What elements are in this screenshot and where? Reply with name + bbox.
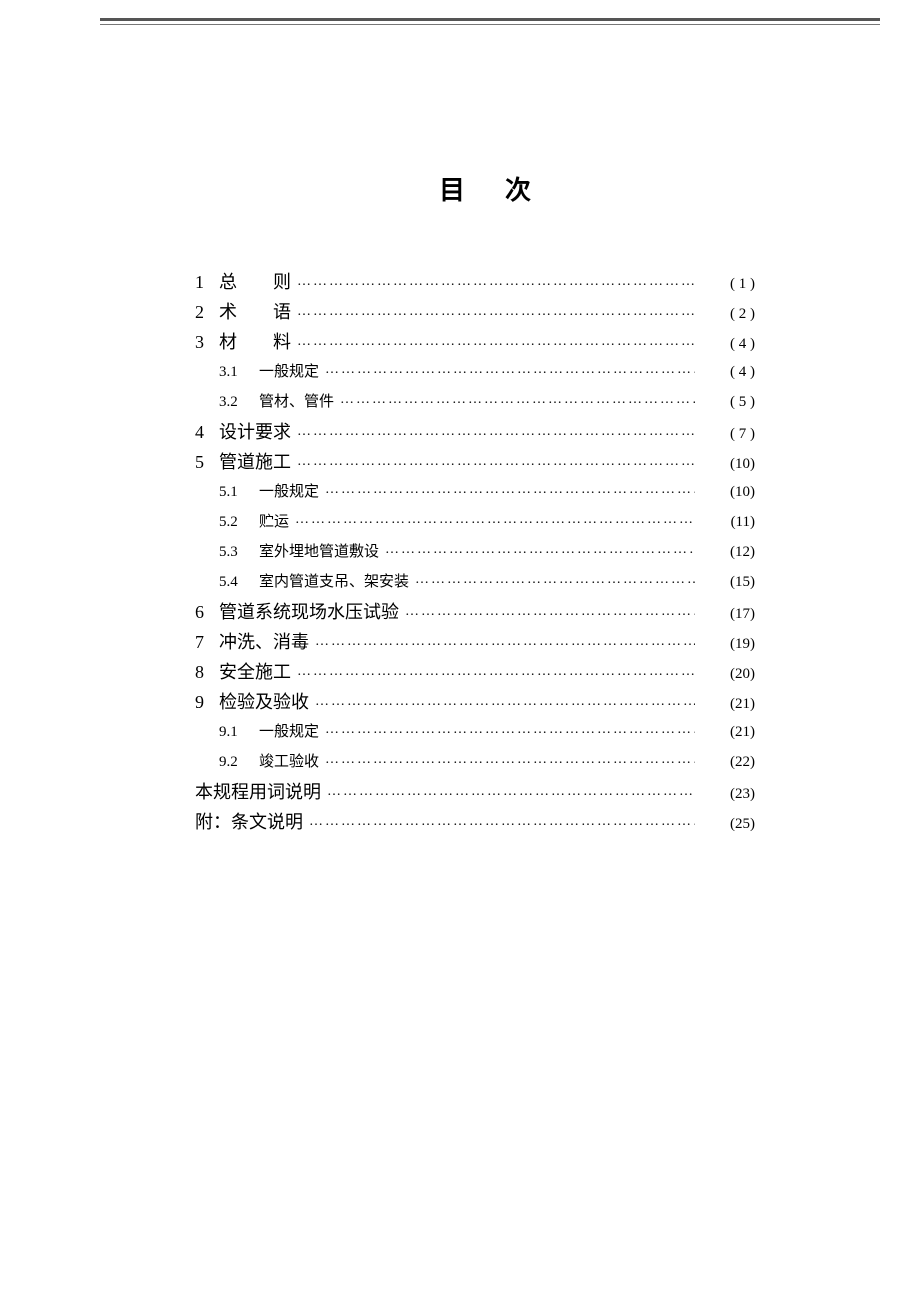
toc-entry-label: 竣工验收	[259, 747, 319, 777]
toc-entry-page: (25)	[701, 809, 755, 839]
toc-entry-number: 3	[195, 327, 213, 357]
toc-entry-label: 管材、管件	[259, 387, 334, 417]
toc-entry-number: 5.1	[219, 477, 253, 507]
toc-entry-page: (23)	[701, 779, 755, 809]
toc-body: 1总 则…………………………………………………………………………………………………	[195, 267, 755, 837]
toc-leader-dots: ……………………………………………………………………………………………………………	[297, 417, 695, 447]
toc-entry-label: 冲洗、消毒	[219, 627, 309, 657]
toc-entry: 5.4室内管道支吊、架安装…………………………………………………………………………	[195, 567, 755, 597]
toc-leader-dots: ……………………………………………………………………………………………………………	[297, 327, 695, 357]
toc-entry: 9.2竣工验收…………………………………………………………………………………………	[195, 747, 755, 777]
toc-entry-number: 4	[195, 417, 213, 447]
toc-entry-label: 一般规定	[259, 477, 319, 507]
toc-entry: 6管道系统现场水压试验………………………………………………………………………………	[195, 597, 755, 627]
toc-entry-number: 2	[195, 297, 213, 327]
toc-leader-dots: ……………………………………………………………………………………………………………	[405, 597, 695, 627]
toc-entry-number: 5.2	[219, 507, 253, 537]
toc-entry-number: 8	[195, 657, 213, 687]
toc-leader-dots: ……………………………………………………………………………………………………………	[297, 657, 695, 687]
toc-entry: 3.1一般规定…………………………………………………………………………………………	[195, 357, 755, 387]
toc-entry-number: 9.1	[219, 717, 253, 747]
toc-entry-label: 本规程用词说明	[195, 777, 321, 807]
toc-entry-label: 附：条文说明	[195, 807, 303, 837]
toc-container: 目次 1总 则…………………………………………………………………………………………	[195, 170, 755, 837]
toc-leader-dots: ……………………………………………………………………………………………………………	[309, 807, 695, 837]
toc-entry: 3材 料…………………………………………………………………………………………………	[195, 327, 755, 357]
toc-entry-page: (20)	[701, 659, 755, 689]
toc-entry-number: 7	[195, 627, 213, 657]
toc-entry: 7冲洗、消毒……………………………………………………………………………………………	[195, 627, 755, 657]
toc-entry: 5管道施工………………………………………………………………………………………………	[195, 447, 755, 477]
toc-entry-page: (21)	[701, 689, 755, 719]
toc-entry-label: 贮运	[259, 507, 289, 537]
toc-entry: 4设计要求………………………………………………………………………………………………	[195, 417, 755, 447]
toc-leader-dots: ……………………………………………………………………………………………………………	[327, 777, 695, 807]
toc-entry-label: 检验及验收	[219, 687, 309, 717]
toc-entry-page: (10)	[701, 477, 755, 507]
toc-entry-number: 5.4	[219, 567, 253, 597]
toc-leader-dots: ……………………………………………………………………………………………………………	[315, 627, 695, 657]
toc-entry-number: 9.2	[219, 747, 253, 777]
toc-entry: 5.1一般规定…………………………………………………………………………………………	[195, 477, 755, 507]
toc-entry-page: ( 5 )	[701, 387, 755, 417]
toc-entry-page: (22)	[701, 747, 755, 777]
toc-entry-page: ( 7 )	[701, 419, 755, 449]
page-top-rule	[100, 18, 880, 21]
toc-entry-page: (15)	[701, 567, 755, 597]
toc-entry-label: 一般规定	[259, 717, 319, 747]
toc-entry-label: 管道系统现场水压试验	[219, 597, 399, 627]
toc-leader-dots: ……………………………………………………………………………………………………………	[295, 505, 695, 535]
toc-entry-page: (19)	[701, 629, 755, 659]
toc-entry-label: 室内管道支吊、架安装	[259, 567, 409, 597]
page-top-rule-thin	[100, 24, 880, 25]
toc-leader-dots: ……………………………………………………………………………………………………………	[315, 687, 695, 717]
toc-entry-number: 1	[195, 267, 213, 297]
toc-entry-label: 室外埋地管道敷设	[259, 537, 379, 567]
toc-leader-dots: ……………………………………………………………………………………………………………	[297, 267, 695, 297]
toc-leader-dots: ……………………………………………………………………………………………………………	[325, 355, 695, 385]
toc-entry: 8安全施工………………………………………………………………………………………………	[195, 657, 755, 687]
toc-entry-label: 安全施工	[219, 657, 291, 687]
toc-leader-dots: ……………………………………………………………………………………………………………	[297, 447, 695, 477]
toc-leader-dots: ……………………………………………………………………………………………………………	[385, 535, 695, 565]
toc-entry-number: 5.3	[219, 537, 253, 567]
toc-leader-dots: ……………………………………………………………………………………………………………	[325, 715, 695, 745]
toc-entry-page: ( 1 )	[701, 269, 755, 299]
page-title: 目次	[195, 170, 755, 207]
toc-entry-label: 一般规定	[259, 357, 319, 387]
toc-entry: 3.2管材、管件………………………………………………………………………………………	[195, 387, 755, 417]
toc-entry-page: ( 2 )	[701, 299, 755, 329]
toc-entry: 5.2贮运………………………………………………………………………………………………	[195, 507, 755, 537]
toc-entry-page: (10)	[701, 449, 755, 479]
toc-leader-dots: ……………………………………………………………………………………………………………	[325, 745, 695, 775]
toc-entry: 9检验及验收……………………………………………………………………………………………	[195, 687, 755, 717]
toc-entry-number: 9	[195, 687, 213, 717]
toc-entry-number: 3.2	[219, 387, 253, 417]
toc-entry-page: (12)	[701, 537, 755, 567]
toc-entry-number: 6	[195, 597, 213, 627]
toc-leader-dots: ……………………………………………………………………………………………………………	[297, 297, 695, 327]
toc-entry: 1总 则…………………………………………………………………………………………………	[195, 267, 755, 297]
toc-entry: 本规程用词说明…………………………………………………………………………………………	[195, 777, 755, 807]
toc-leader-dots: ……………………………………………………………………………………………………………	[340, 385, 695, 415]
toc-entry-page: (11)	[701, 507, 755, 537]
toc-entry-label: 总 则	[219, 267, 291, 297]
toc-entry: 5.3室外埋地管道敷设………………………………………………………………………………	[195, 537, 755, 567]
toc-entry: 附：条文说明……………………………………………………………………………………………	[195, 807, 755, 837]
toc-entry-label: 材 料	[219, 327, 291, 357]
toc-entry-page: (21)	[701, 717, 755, 747]
toc-entry: 2术 语…………………………………………………………………………………………………	[195, 297, 755, 327]
toc-entry-label: 设计要求	[219, 417, 291, 447]
toc-entry-label: 管道施工	[219, 447, 291, 477]
toc-entry-number: 3.1	[219, 357, 253, 387]
toc-leader-dots: ……………………………………………………………………………………………………………	[415, 565, 695, 595]
toc-entry-page: ( 4 )	[701, 329, 755, 359]
toc-entry: 9.1一般规定…………………………………………………………………………………………	[195, 717, 755, 747]
toc-entry-number: 5	[195, 447, 213, 477]
toc-entry-page: ( 4 )	[701, 357, 755, 387]
toc-entry-label: 术 语	[219, 297, 291, 327]
toc-entry-page: (17)	[701, 599, 755, 629]
toc-leader-dots: ……………………………………………………………………………………………………………	[325, 475, 695, 505]
